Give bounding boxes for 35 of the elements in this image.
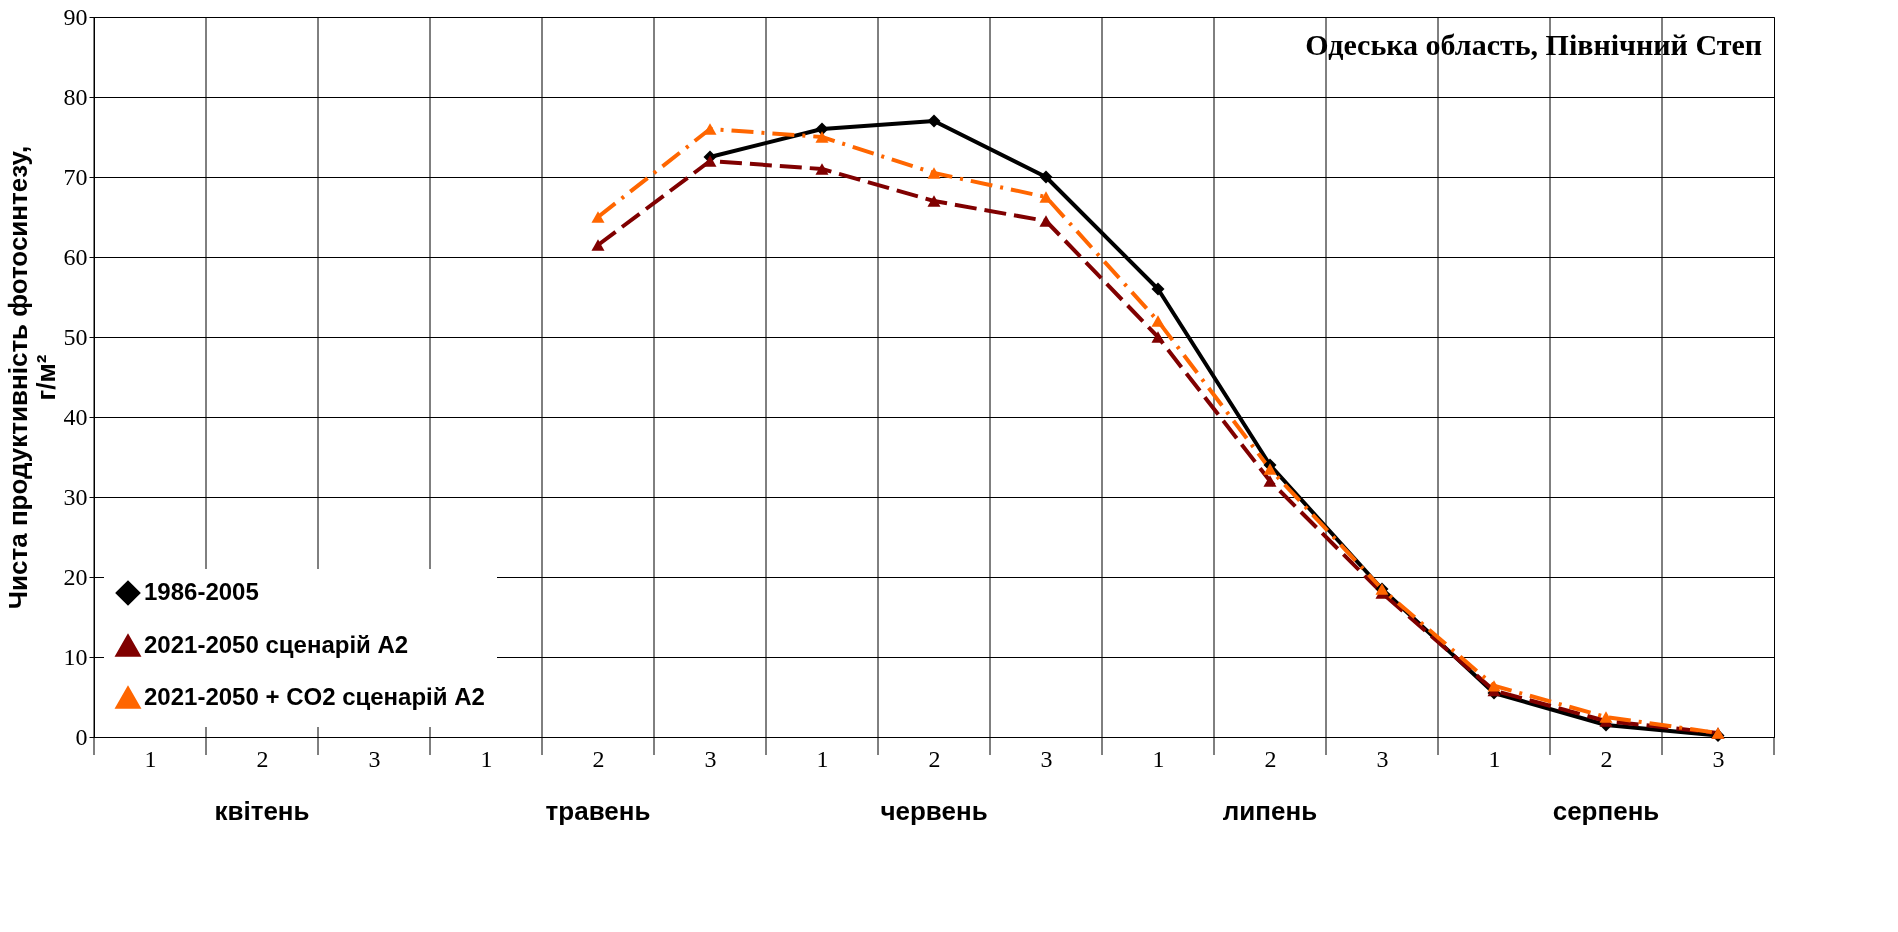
text: квітень — [214, 796, 310, 826]
legend-label: 2021-2050 сценарій А2 — [144, 631, 409, 658]
y-tick-label: 20 — [63, 563, 88, 590]
x-tick-label: 3 — [1712, 745, 1725, 772]
text: червень — [880, 796, 988, 826]
y-tick-label: 10 — [63, 643, 88, 670]
x-tick-label: 3 — [1040, 745, 1053, 772]
x-tick-label: 2 — [1600, 745, 1613, 772]
legend-label: 2021-2050 + CO2 сценарій А2 — [144, 683, 485, 710]
chart-title: Одеська область, Північний Степ — [1305, 28, 1762, 61]
y-axis-title: Чиста продуктивність фотосинтезу, г/м² — [2, 145, 61, 610]
text: липень — [1222, 796, 1318, 826]
text: серпень — [1552, 796, 1660, 826]
x-tick-label: 3 — [368, 745, 381, 772]
x-tick-label: 2 — [928, 745, 941, 772]
x-tick-label: 2 — [1264, 745, 1277, 772]
y-tick-label: 0 — [75, 723, 88, 750]
x-tick-label: 2 — [592, 745, 605, 772]
x-tick-label: 2 — [256, 745, 269, 772]
x-tick-label: 1 — [816, 745, 829, 772]
y-tick-label: 90 — [63, 3, 88, 30]
y-tick-label: 80 — [63, 83, 88, 110]
y-tick-label: 60 — [63, 243, 88, 270]
x-tick-label: 1 — [144, 745, 157, 772]
x-tick-label: 3 — [1376, 745, 1389, 772]
y-tick-label: 30 — [63, 483, 88, 510]
y-tick-label: 70 — [63, 163, 88, 190]
y-tick-label: 40 — [63, 403, 88, 430]
legend-label: 1986-2005 — [144, 578, 259, 605]
x-tick-label: 1 — [1152, 745, 1165, 772]
y-tick-label: 50 — [63, 323, 88, 350]
x-tick-label: 3 — [704, 745, 717, 772]
x-tick-label: 1 — [1488, 745, 1501, 772]
x-tick-label: 1 — [480, 745, 493, 772]
text: травень — [545, 796, 651, 826]
